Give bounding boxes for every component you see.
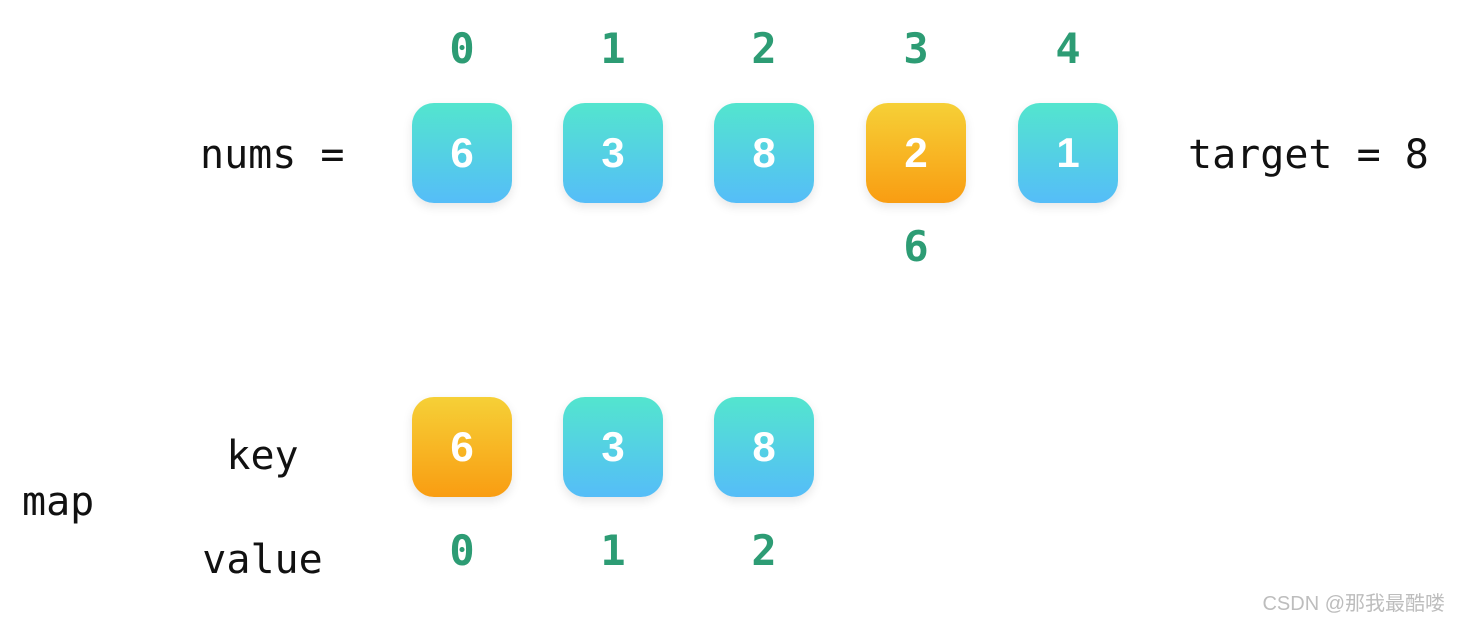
nums-cell-2: 8 — [714, 103, 814, 203]
index-label-3: 3 — [903, 24, 929, 73]
nums-cell-4: 1 — [1018, 103, 1118, 203]
nums-label: nums = — [200, 132, 345, 178]
map-value-2: 2 — [751, 526, 777, 575]
nums-cell-4-value: 1 — [1056, 129, 1080, 176]
map-key-label: key — [226, 433, 299, 479]
map-key-1: 3 — [563, 397, 663, 497]
index-label-1: 1 — [600, 24, 626, 73]
nums-cell-3-highlighted: 2 — [866, 103, 966, 203]
nums-cell-1-value: 3 — [601, 129, 625, 176]
index-label-4: 4 — [1055, 24, 1081, 73]
map-label: map — [22, 479, 95, 525]
map-key-0-value: 6 — [450, 423, 474, 470]
map-value-0: 0 — [449, 526, 475, 575]
map-value-label: value — [202, 537, 323, 583]
nums-cell-0-value: 6 — [450, 129, 474, 176]
map-key-2-value: 8 — [752, 423, 776, 470]
complement-annotation: 6 — [903, 222, 929, 271]
nums-cell-3-value: 2 — [904, 129, 928, 176]
map-key-1-value: 3 — [601, 423, 625, 470]
nums-cell-1: 3 — [563, 103, 663, 203]
map-key-0: 6 — [412, 397, 512, 497]
index-label-2: 2 — [751, 24, 777, 73]
target-label: target = 8 — [1188, 132, 1429, 178]
nums-cell-2-value: 8 — [752, 129, 776, 176]
nums-cell-0: 6 — [412, 103, 512, 203]
map-key-2: 8 — [714, 397, 814, 497]
map-value-1: 1 — [600, 526, 626, 575]
index-label-0: 0 — [449, 24, 475, 73]
csdn-watermark: CSDN @那我最酷喽 — [1262, 593, 1445, 615]
